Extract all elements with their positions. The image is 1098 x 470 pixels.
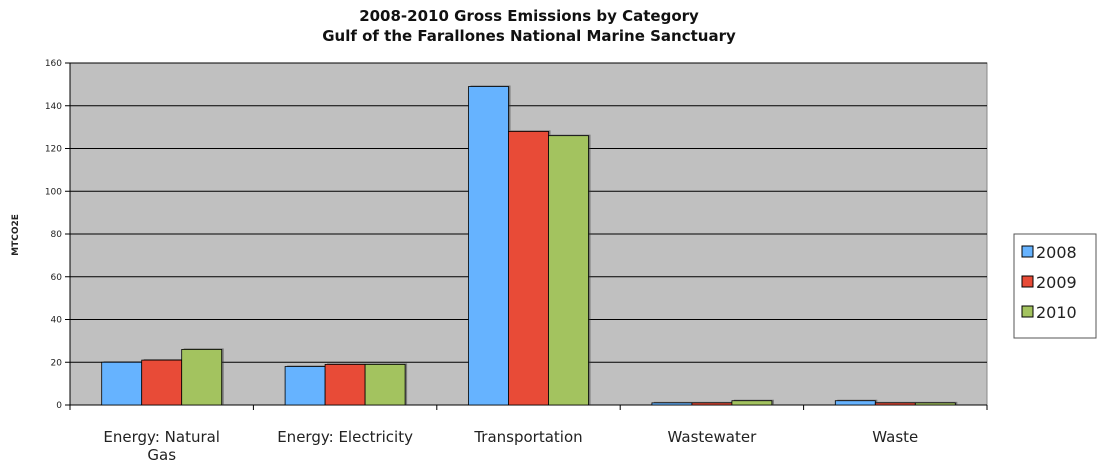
x-tick-label: Energy: Natural	[103, 428, 220, 446]
y-tick-label: 60	[51, 273, 63, 283]
y-tick-label: 0	[56, 401, 62, 411]
y-tick-label: 40	[51, 316, 63, 326]
y-tick-label: 120	[45, 145, 62, 155]
legend: 2008 2009 2010	[1013, 233, 1097, 339]
bar	[508, 130, 549, 406]
legend-swatch	[1021, 245, 1034, 258]
legend-label: 2009	[1036, 273, 1077, 292]
bar	[548, 135, 589, 406]
bar	[324, 363, 366, 406]
bar	[364, 363, 406, 406]
chart-title: 2008-2010 Gross Emissions by Category	[359, 7, 699, 25]
x-tick-label: Transportation	[473, 428, 582, 446]
y-tick-label: 140	[45, 102, 62, 112]
y-axis-label: MTCO2E	[11, 214, 21, 256]
bar	[651, 402, 693, 406]
y-tick-label: 80	[51, 230, 63, 240]
bar	[834, 400, 876, 406]
bar	[284, 366, 326, 406]
y-tick-label: 20	[51, 358, 63, 368]
legend-label: 2010	[1036, 303, 1077, 322]
bar	[141, 359, 183, 406]
y-tick-label: 160	[45, 59, 62, 69]
bar	[874, 402, 916, 406]
bar	[691, 402, 733, 406]
x-tick-label: Wastewater	[668, 428, 758, 446]
y-tick-label: 100	[45, 187, 62, 197]
bar	[914, 402, 956, 406]
x-tick-label: Energy: Electricity	[277, 428, 413, 446]
bar	[731, 400, 773, 406]
legend-swatch	[1021, 305, 1034, 318]
x-tick-label: Waste	[872, 428, 918, 446]
legend-swatch	[1021, 275, 1034, 288]
bar	[468, 86, 509, 406]
chart-subtitle: Gulf of the Farallones National Marine S…	[322, 27, 736, 45]
bar	[101, 361, 143, 406]
legend-label: 2008	[1036, 243, 1077, 262]
x-tick-label: Gas	[147, 446, 176, 464]
bar	[181, 349, 223, 406]
